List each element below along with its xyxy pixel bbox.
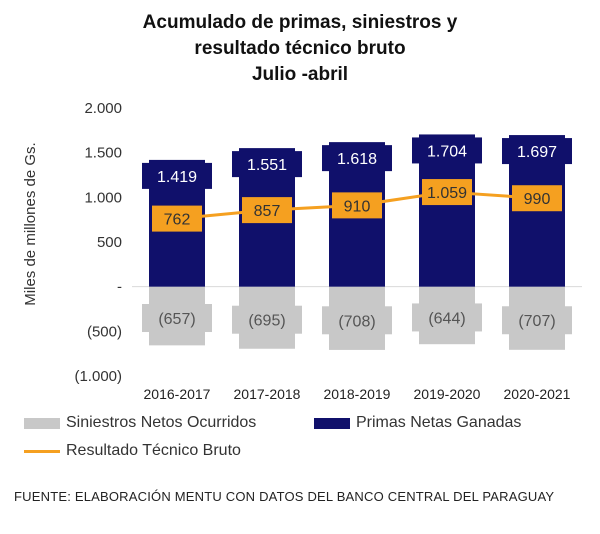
data-label-siniestros: (695) (248, 313, 285, 330)
data-label-box-resultado (242, 197, 292, 224)
chart-title: Acumulado de primas, siniestros y result… (0, 10, 600, 88)
bars-group: 1.419 (657) 1.551 (695) 1.618 (708) 1.704 (644)… (142, 134, 572, 350)
chart-title-line-2: resultado técnico bruto (194, 38, 406, 59)
y-axis-label: Miles de millones de Gs. (22, 142, 39, 305)
legend-swatch-resultado (24, 449, 60, 453)
combo-chart: Miles de millones de Gs. 2.000 1.500 1.000… (22, 100, 582, 402)
legend-label-siniestros: Siniestros Netos Ocurridos (66, 414, 257, 431)
data-label-siniestros: (707) (518, 313, 555, 330)
x-tick-label: 2016-2017 (144, 386, 211, 402)
data-label-primas: 1.704 (427, 143, 467, 160)
chart-title-line-3: Julio -abril (251, 64, 349, 85)
data-label-resultado: 857 (254, 203, 281, 220)
y-tick-label: (1.000) (74, 368, 122, 385)
data-label-resultado: 762 (164, 212, 191, 229)
y-tick-label: 500 (97, 234, 122, 251)
data-label-box-siniestros (322, 306, 392, 335)
legend-label-primas: Primas Netas Ganadas (356, 414, 522, 431)
y-tick-label: 1.500 (84, 145, 122, 162)
legend-label-resultado: Resultado Técnico Bruto (66, 442, 241, 459)
data-label-box-primas (322, 145, 392, 172)
legend-swatch-primas (314, 417, 350, 429)
data-label-primas: 1.419 (157, 169, 197, 186)
data-label-primas: 1.697 (517, 144, 557, 161)
data-label-box-primas (232, 151, 302, 178)
y-tick-label: 1.000 (84, 189, 122, 206)
y-tick-label: (500) (87, 323, 122, 340)
data-label-primas: 1.618 (337, 151, 377, 168)
legend-item-siniestros: Siniestros Netos Ocurridos (24, 414, 256, 432)
data-label-box-primas (412, 137, 482, 164)
data-label-box-resultado (512, 185, 562, 212)
line-series-group: 762 857 910 1.059 990 (152, 179, 562, 232)
data-label-resultado: 990 (524, 191, 551, 208)
chart-title-line-1: Acumulado de primas, siniestros y (142, 12, 458, 33)
y-tick-label: - (117, 279, 122, 296)
y-axis-ticks: 2.000 1.500 1.000 500 - (500) (1.000) (74, 100, 122, 385)
x-tick-label: 2018-2019 (324, 386, 391, 402)
x-tick-label: 2017-2018 (234, 386, 301, 402)
data-label-primas: 1.551 (247, 157, 287, 174)
data-label-box-siniestros (232, 305, 302, 334)
data-label-resultado: 1.059 (427, 185, 467, 202)
x-tick-label: 2019-2020 (414, 386, 481, 402)
data-label-box-primas (502, 138, 572, 165)
x-tick-label: 2020-2021 (504, 386, 571, 402)
legend-swatch-siniestros (24, 417, 60, 429)
data-label-box-siniestros (502, 306, 572, 335)
data-label-siniestros: (708) (338, 313, 375, 330)
legend-item-resultado: Resultado Técnico Bruto (24, 442, 241, 460)
y-axis-label-group: Miles de millones de Gs. (22, 142, 39, 305)
source-note: FUENTE: ELABORACIÓN MENTU CON DATOS DEL … (14, 489, 555, 504)
data-label-box-siniestros (412, 303, 482, 332)
data-label-box-resultado (152, 205, 202, 232)
legend-item-primas: Primas Netas Ganadas (314, 414, 521, 432)
data-label-siniestros: (657) (158, 311, 195, 328)
data-label-box-siniestros (142, 304, 212, 333)
x-axis-ticks: 2016-2017 2017-2018 2018-2019 2019-2020 2020… (144, 386, 571, 402)
y-tick-label: 2.000 (84, 100, 122, 117)
data-label-resultado: 910 (344, 198, 371, 215)
data-label-box-resultado (332, 192, 382, 219)
data-label-box-primas (142, 162, 212, 189)
data-label-box-resultado (422, 179, 472, 206)
data-label-siniestros: (644) (428, 310, 465, 327)
